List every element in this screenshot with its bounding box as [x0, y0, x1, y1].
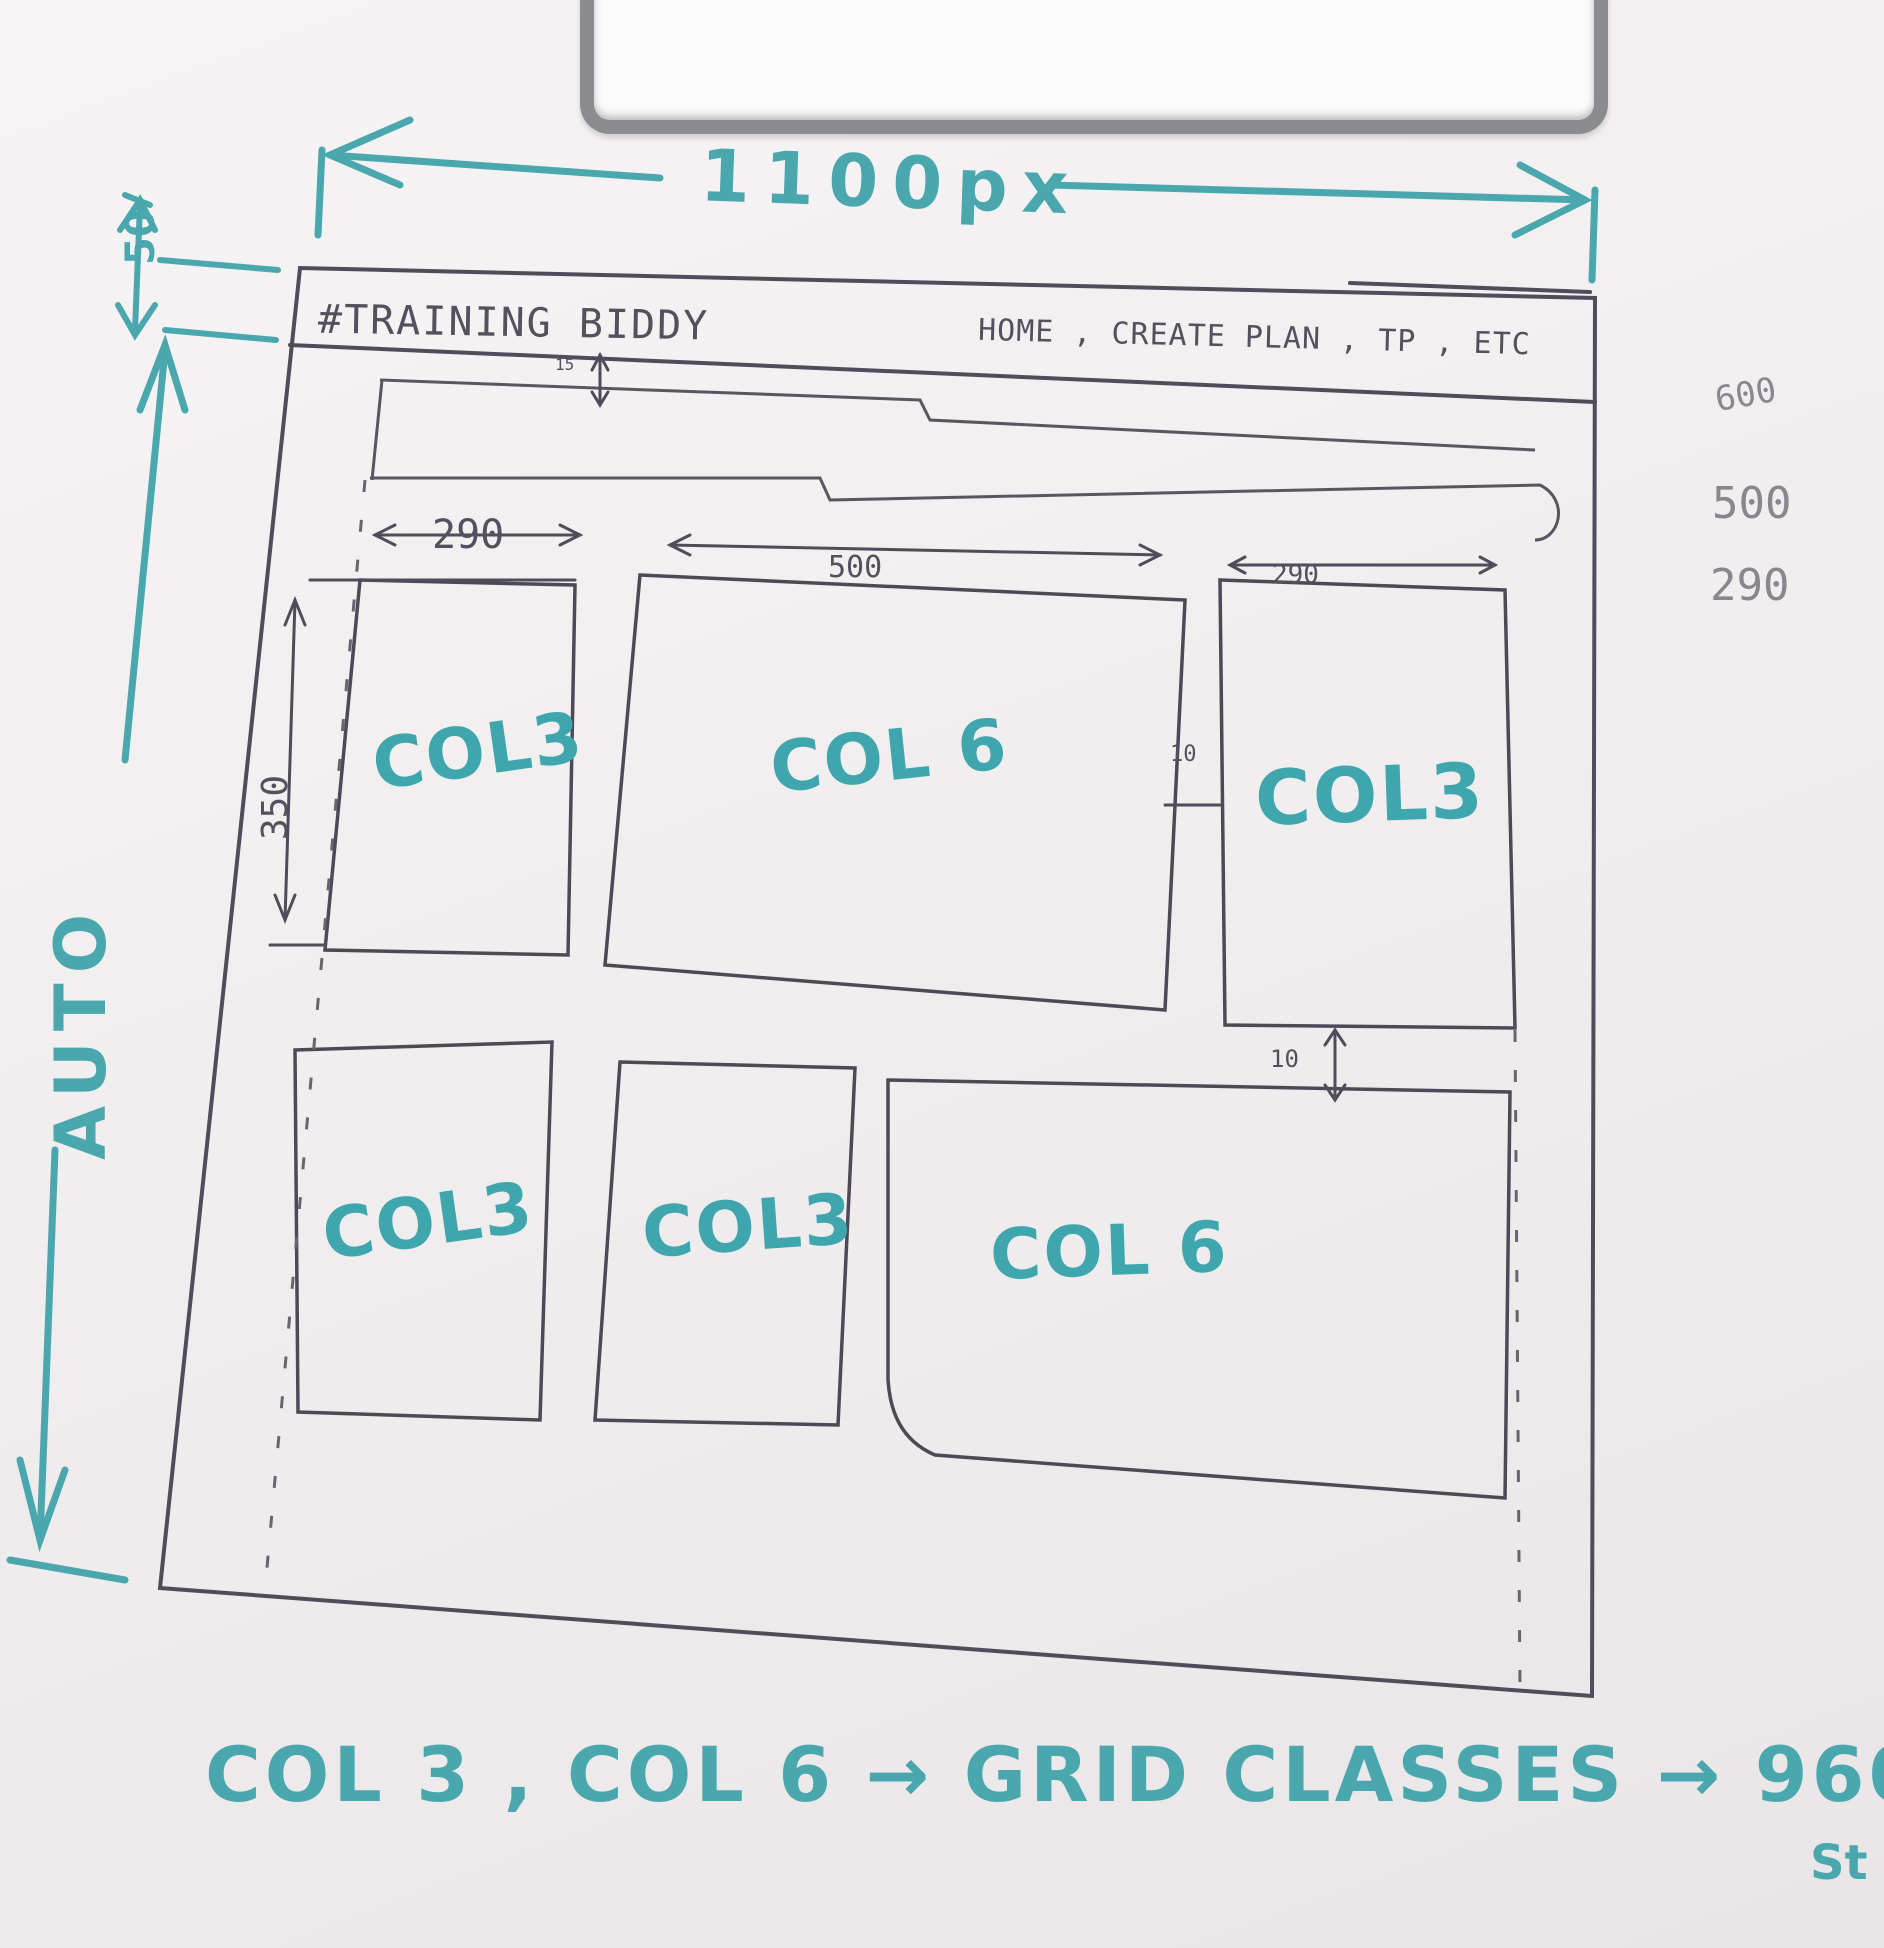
grid-classes-note: COL 3 , COL 6 → GRID CLASSES → 960 grid …: [205, 1730, 1884, 1819]
width-dimension-arrow: [314, 116, 1599, 284]
gap-under-header-label: 15: [555, 355, 575, 374]
col3-width-label: 290: [432, 512, 505, 558]
col3-right-width-label: 290: [1272, 560, 1319, 590]
total-width-label: 1100px: [698, 133, 1084, 231]
vertical-gutter-label: 10: [1270, 1045, 1299, 1073]
col6-width-label: 500: [828, 550, 883, 585]
header-height-label: 50: [118, 209, 164, 265]
card-outlines: [293, 573, 1517, 1500]
col3-height-label: 350: [255, 774, 296, 840]
margin-guides: [263, 479, 1522, 1691]
header-height-arrow: [115, 192, 281, 343]
horizontal-gutter-label: 10: [1170, 742, 1197, 767]
grid-classes-note-line-2: St: [1810, 1835, 1868, 1891]
height-auto-arrow: [6, 334, 189, 1584]
card-label-col3-4: COL3: [639, 1177, 857, 1275]
auto-height-label: AUTO: [40, 903, 122, 1160]
side-note-3: 290: [1710, 560, 1790, 611]
card-label-col6-2: COL 6: [988, 1205, 1230, 1297]
clipboard-clip: [580, 0, 1608, 134]
site-logo: #TRAINING BIDDY: [317, 296, 710, 350]
side-note-2: 500: [1712, 478, 1792, 529]
dimension-marks: [268, 351, 1499, 1103]
hero-banner-outline: [370, 378, 1560, 542]
card-label-col3-2: COL3: [1253, 746, 1487, 843]
page-outline: [157, 265, 1598, 1699]
